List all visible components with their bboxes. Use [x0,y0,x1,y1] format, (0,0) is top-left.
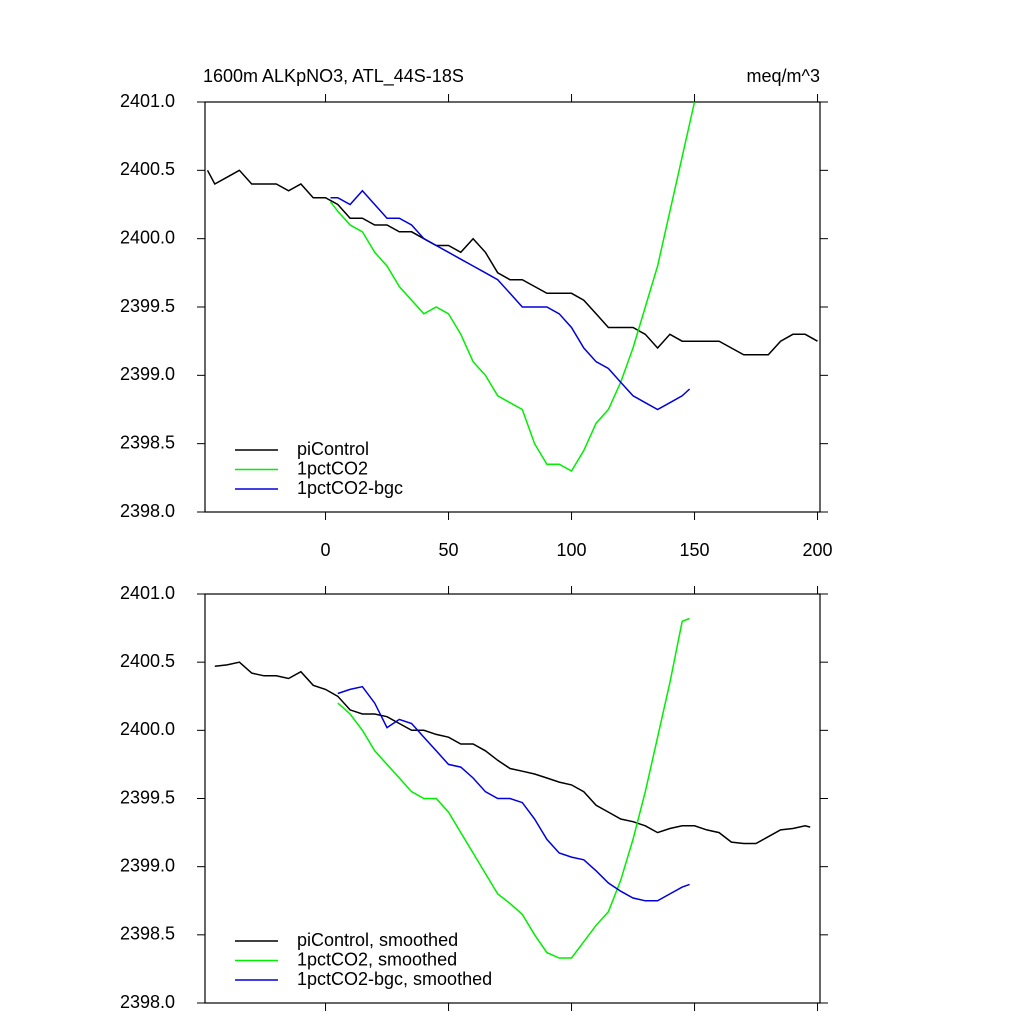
x-tick-label: 50 [439,540,459,560]
legend-label: 1pctCO2 [297,458,368,478]
data-line [206,169,818,356]
y-tick-label: 2398.0 [120,992,175,1012]
y-tick-label: 2398.5 [120,432,175,452]
chart-title: 1600m ALKpNO3, ATL_44S-18S [203,66,464,87]
y-tick-label: 2398.5 [120,924,175,944]
data-line [330,189,691,411]
legend-label: piControl, smoothed [297,930,458,950]
data-line [337,685,690,902]
units-label: meq/m^3 [747,66,820,86]
y-tick-label: 2400.5 [120,159,175,179]
y-tick-label: 2399.0 [120,364,175,384]
legend-label: 1pctCO2, smoothed [297,949,457,969]
y-tick-label: 2399.0 [120,855,175,875]
legend-label: 1pctCO2-bgc, smoothed [297,969,492,989]
x-tick-label: 150 [680,540,710,560]
y-tick-label: 2400.0 [120,227,175,247]
y-tick-label: 2399.5 [120,296,175,316]
data-line [329,101,696,473]
x-tick-label: 100 [557,540,587,560]
y-tick-label: 2398.0 [120,501,175,521]
y-tick-label: 2400.5 [120,651,175,671]
data-line [214,661,811,845]
data-line [337,617,690,959]
y-tick-label: 2401.0 [120,91,175,111]
legend-label: 1pctCO2-bgc [297,478,403,498]
y-tick-label: 2399.5 [120,787,175,807]
legend-label: piControl [297,439,369,459]
y-tick-label: 2401.0 [120,583,175,603]
y-tick-label: 2400.0 [120,719,175,739]
x-tick-label: 0 [321,540,331,560]
x-tick-label: 200 [803,540,833,560]
